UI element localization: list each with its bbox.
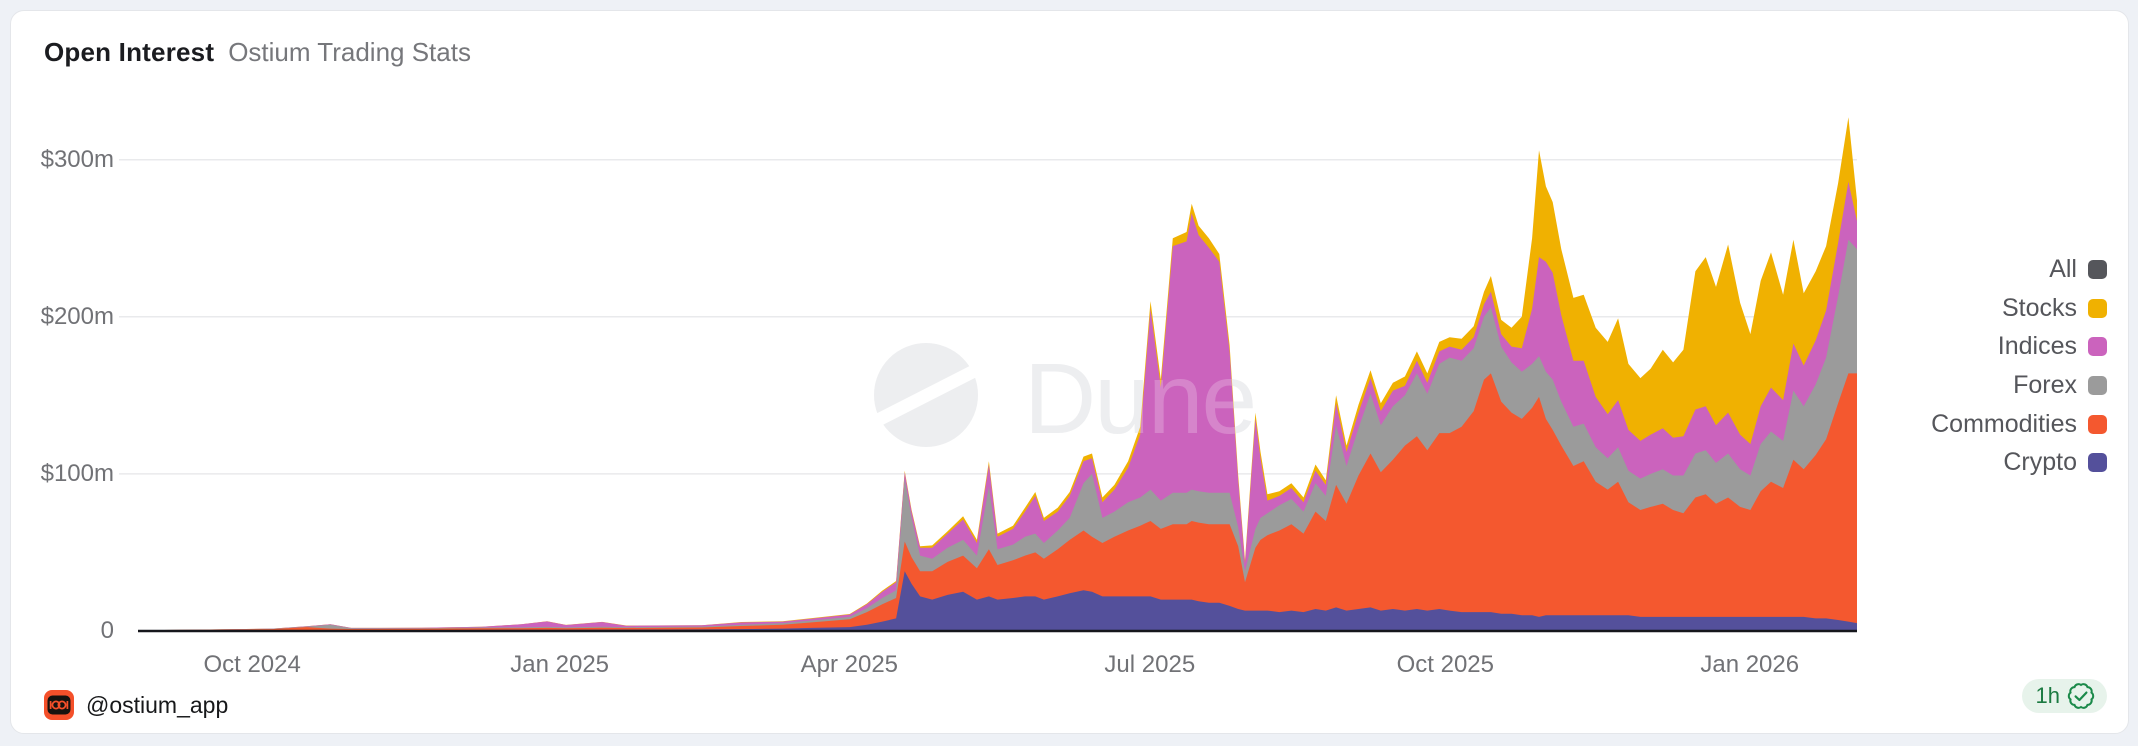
dashboard-subtitle[interactable]: Ostium Trading Stats bbox=[228, 37, 471, 67]
x-tick-label: Oct 2024 bbox=[203, 651, 301, 678]
creator-handle[interactable]: @ostium_app bbox=[86, 691, 229, 718]
refresh-age-badge[interactable]: 1h bbox=[2021, 679, 2107, 713]
legend-item-commodities[interactable]: Commodities bbox=[1931, 405, 2107, 444]
legend-swatch bbox=[2088, 298, 2107, 318]
chart-header: Open Interest Ostium Trading Stats bbox=[44, 37, 471, 68]
x-tick-label: Jan 2026 bbox=[1700, 651, 1800, 678]
x-tick-label: Apr 2025 bbox=[800, 651, 899, 678]
legend-swatch bbox=[2088, 337, 2107, 357]
svg-text:Dune: Dune bbox=[1024, 343, 1255, 455]
y-tick-label: $300m bbox=[40, 145, 114, 173]
legend-label: Forex bbox=[2013, 370, 2077, 399]
legend-label: Indices bbox=[1997, 332, 2077, 361]
legend-item-stocks[interactable]: Stocks bbox=[1931, 289, 2107, 328]
legend-swatch bbox=[2088, 453, 2107, 473]
verified-seal-icon bbox=[2067, 683, 2095, 709]
ostium-logo-icon bbox=[44, 690, 74, 720]
refresh-age-label: 1h bbox=[2035, 683, 2060, 708]
y-tick-label: 0 bbox=[100, 617, 114, 644]
footer-attribution: @ostium_app bbox=[44, 690, 228, 720]
legend-item-all[interactable]: All bbox=[1931, 250, 2107, 289]
legend-label: All bbox=[2049, 254, 2077, 283]
legend-label: Crypto bbox=[2003, 448, 2077, 477]
y-tick-label: $100m bbox=[40, 459, 114, 487]
chart-card: Dune Dune Open Interest Ostium Trading St… bbox=[10, 10, 2129, 734]
x-tick-label: Jan 2025 bbox=[510, 651, 610, 678]
legend-item-forex[interactable]: Forex bbox=[1931, 366, 2107, 405]
page-title: Open Interest bbox=[44, 37, 215, 67]
legend-swatch bbox=[2088, 259, 2107, 279]
legend-item-crypto[interactable]: Crypto bbox=[1931, 443, 2107, 482]
y-tick-label: $200m bbox=[40, 302, 114, 330]
legend-label: Commodities bbox=[1931, 409, 2077, 438]
legend-swatch bbox=[2088, 414, 2107, 434]
legend-label: Stocks bbox=[2001, 293, 2077, 322]
x-tick-label: Jul 2025 bbox=[1104, 651, 1196, 678]
legend-item-indices[interactable]: Indices bbox=[1931, 327, 2107, 366]
x-tick-label: Oct 2025 bbox=[1396, 651, 1494, 678]
legend-swatch bbox=[2088, 375, 2107, 395]
chart-legend: All Stocks Indices Forex Commodities Crypto bbox=[1931, 250, 2107, 482]
